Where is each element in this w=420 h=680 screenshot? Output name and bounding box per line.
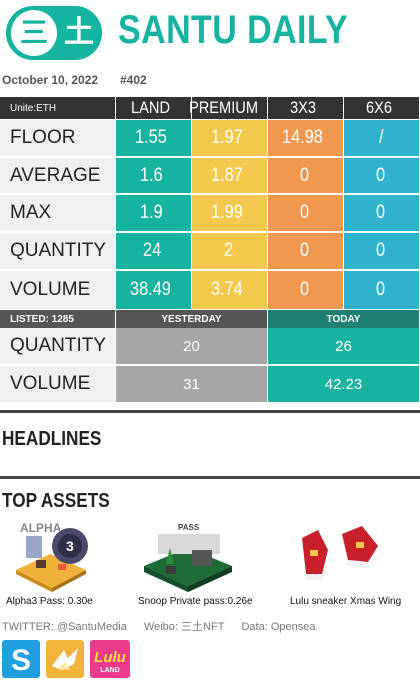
cell-land: 1.55 <box>116 120 192 156</box>
headlines-title: HEADLINES <box>2 428 102 450</box>
row-label: MAX <box>0 195 116 231</box>
cell-land: 38.49 <box>116 271 192 309</box>
logo-ring: 三 <box>11 10 57 56</box>
unit-label: Unite:ETH <box>0 97 116 119</box>
lulu-land-logo-icon[interactable]: Lulu LAND <box>90 640 130 678</box>
cell-premium: 3.74 <box>192 271 268 309</box>
row-label: QUANTITY <box>0 328 116 364</box>
asset-item[interactable]: Lulu sneaker Xmas Wing <box>290 520 420 610</box>
cell-premium: 1.87 <box>192 158 268 193</box>
svg-text:ALPHA: ALPHA <box>20 521 62 535</box>
issue-number: #402 <box>120 73 147 87</box>
top-assets-title: TOP ASSETS <box>2 490 110 512</box>
col-premium: PREMIUM <box>189 97 268 119</box>
row-label: VOLUME <box>0 271 116 309</box>
cell-3x3: 0 <box>268 271 344 309</box>
yesterday-label: YESTERDAY <box>116 310 268 328</box>
svg-text:S: S <box>11 644 31 677</box>
footer-credits: TWITTER: @SantuMedia Weibo: 三土NFT Data: … <box>2 618 329 634</box>
cell-3x3: 14.98 <box>268 120 344 156</box>
sandbox-logo-icon[interactable]: S <box>2 640 40 678</box>
cell-6x6: 0 <box>344 158 420 193</box>
table-row: VOLUME 38.49 3.74 0 0 <box>0 271 420 309</box>
weibo-handle[interactable]: Weibo: 三土NFT <box>143 621 225 633</box>
today-value: 26 <box>268 328 420 364</box>
cell-6x6: 0 <box>344 195 420 231</box>
cell-6x6: 0 <box>344 271 420 309</box>
col-land: LAND <box>116 97 192 119</box>
twitter-handle[interactable]: TWITTER: @SantuMedia <box>2 621 127 633</box>
issue-date: October 10, 2022 <box>2 73 99 87</box>
asset-caption: Snoop Private pass:0.26e <box>138 596 253 607</box>
cell-premium: 1.99 <box>192 195 268 231</box>
asset-item[interactable]: 3 ALPHA Alpha3 Pass: 0.30e <box>6 520 136 610</box>
snoop-pass-image: PASS <box>144 523 232 592</box>
listed-row: QUANTITY 20 26 <box>0 328 420 365</box>
cell-3x3: 0 <box>268 233 344 269</box>
yesterday-value: 31 <box>116 366 268 402</box>
listed-row: VOLUME 31 42.23 <box>0 366 420 402</box>
svg-text:3: 3 <box>66 538 74 554</box>
row-label: AVERAGE <box>0 158 116 193</box>
cell-land: 24 <box>116 233 192 269</box>
cell-land: 1.9 <box>116 195 192 231</box>
asset-item[interactable]: PASS Snoop Private pass:0.26e <box>138 520 268 610</box>
top-assets-list: 3 ALPHA Alpha3 Pass: 0.30e PASS Snoop Pr… <box>0 520 420 610</box>
listed-header: LISTED: 1285 YESTERDAY TODAY <box>0 310 420 328</box>
today-label: TODAY <box>268 310 420 328</box>
divider <box>0 410 420 413</box>
table-row: QUANTITY 24 2 0 0 <box>0 233 420 270</box>
divider <box>0 476 420 479</box>
col-6x6: 6X6 <box>344 97 420 119</box>
brand-title: SANTU DAILY <box>118 8 349 52</box>
cell-premium: 1.97 <box>192 120 268 156</box>
row-label: VOLUME <box>0 366 116 402</box>
price-table-header: Unite:ETH LAND PREMIUM 3X3 6X6 <box>0 97 420 119</box>
svg-text:LAND: LAND <box>100 667 119 674</box>
svg-text:PASS: PASS <box>178 523 200 532</box>
table-row: FLOOR 1.55 1.97 14.98 / <box>0 120 420 157</box>
yesterday-value: 20 <box>116 328 268 364</box>
logo-char-1: 三 <box>19 17 48 48</box>
table-row: MAX 1.9 1.99 0 0 <box>0 195 420 232</box>
cell-6x6: / <box>344 120 420 156</box>
cell-3x3: 0 <box>268 158 344 193</box>
table-row: AVERAGE 1.6 1.87 0 0 <box>0 158 420 194</box>
asset-caption: Lulu sneaker Xmas Wing <box>290 596 402 607</box>
col-3x3: 3X3 <box>268 97 344 119</box>
cell-premium: 2 <box>192 233 268 269</box>
row-label: FLOOR <box>0 120 116 156</box>
cell-land: 1.6 <box>116 158 192 193</box>
listed-count: LISTED: 1285 <box>0 310 116 328</box>
bird-logo-icon[interactable] <box>46 640 84 678</box>
svg-text:Lulu: Lulu <box>94 649 126 666</box>
today-value: 42.23 <box>268 366 420 402</box>
cell-6x6: 0 <box>344 233 420 269</box>
alpha3-pass-image: 3 ALPHA <box>16 521 88 592</box>
logo-char-2: 土 <box>64 16 94 49</box>
sneaker-image <box>302 526 378 580</box>
asset-caption: Alpha3 Pass: 0.30e <box>6 596 93 607</box>
data-source: Data: Opensea <box>241 621 316 633</box>
row-label: QUANTITY <box>0 233 116 269</box>
cell-3x3: 0 <box>268 195 344 231</box>
santu-logo: 三 土 <box>6 6 102 60</box>
